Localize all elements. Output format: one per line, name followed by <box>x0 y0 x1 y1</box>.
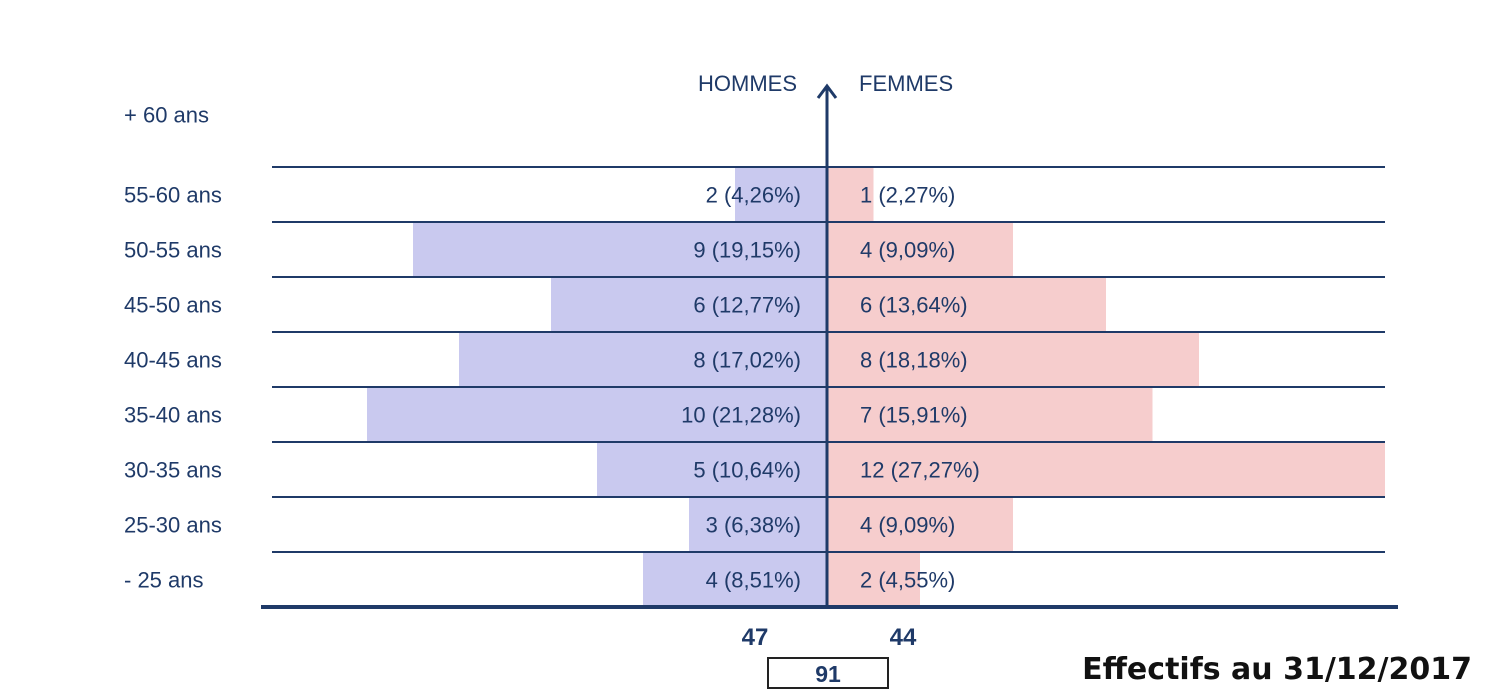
category-label-9: - 25 ans <box>124 568 204 593</box>
grand-total-box <box>767 657 889 689</box>
value-label-women-4: 6 (13,64%) <box>860 293 968 318</box>
category-label-1: + 60 ans <box>124 103 209 128</box>
bar-women-8 <box>827 497 1013 552</box>
value-label-women-9: 2 (4,55%) <box>860 568 955 593</box>
bar-women-5 <box>827 332 1199 387</box>
bar-women-2 <box>827 167 874 222</box>
value-label-men-5: 8 (17,02%) <box>693 348 801 373</box>
value-label-women-3: 4 (9,09%) <box>860 238 955 263</box>
category-label-4: 45-50 ans <box>124 293 222 318</box>
value-label-men-8: 3 (6,38%) <box>706 513 801 538</box>
category-label-2: 55-60 ans <box>124 183 222 208</box>
bar-men-6 <box>367 387 827 442</box>
value-label-men-7: 5 (10,64%) <box>693 458 801 483</box>
bar-men-7 <box>597 442 827 497</box>
value-label-men-4: 6 (12,77%) <box>693 293 801 318</box>
total-men: 47 <box>742 624 769 651</box>
bar-women-9 <box>827 552 920 607</box>
value-label-women-6: 7 (15,91%) <box>860 403 968 428</box>
category-label-8: 25-30 ans <box>124 513 222 538</box>
value-label-women-2: 1 (2,27%) <box>860 183 955 208</box>
bar-men-8 <box>689 497 827 552</box>
bar-women-3 <box>827 222 1013 277</box>
bar-women-4 <box>827 277 1106 332</box>
footnote: Effectifs au 31/12/2017 <box>1082 652 1472 687</box>
value-label-women-8: 4 (9,09%) <box>860 513 955 538</box>
bar-men-4 <box>551 277 827 332</box>
value-label-women-7: 12 (27,27%) <box>860 458 980 483</box>
value-label-men-9: 4 (8,51%) <box>706 568 801 593</box>
bar-women-6 <box>827 387 1153 442</box>
bar-men-3 <box>413 222 827 277</box>
category-label-7: 30-35 ans <box>124 458 222 483</box>
total-women: 44 <box>890 624 917 651</box>
bar-men-5 <box>459 332 827 387</box>
grand-total: 91 <box>815 661 841 687</box>
category-label-3: 50-55 ans <box>124 238 222 263</box>
bar-men-9 <box>643 552 827 607</box>
axis-arrow-icon <box>816 83 838 99</box>
value-label-men-6: 10 (21,28%) <box>681 403 801 428</box>
bar-women-7 <box>827 442 1385 497</box>
value-label-men-3: 9 (19,15%) <box>693 238 801 263</box>
value-label-men-2: 2 (4,26%) <box>706 183 801 208</box>
bar-men-2 <box>735 167 827 222</box>
category-label-5: 40-45 ans <box>124 348 222 373</box>
category-label-6: 35-40 ans <box>124 403 222 428</box>
value-label-women-5: 8 (18,18%) <box>860 348 968 373</box>
header-femmes: FEMMES <box>859 71 953 96</box>
header-hommes: HOMMES <box>698 71 797 96</box>
